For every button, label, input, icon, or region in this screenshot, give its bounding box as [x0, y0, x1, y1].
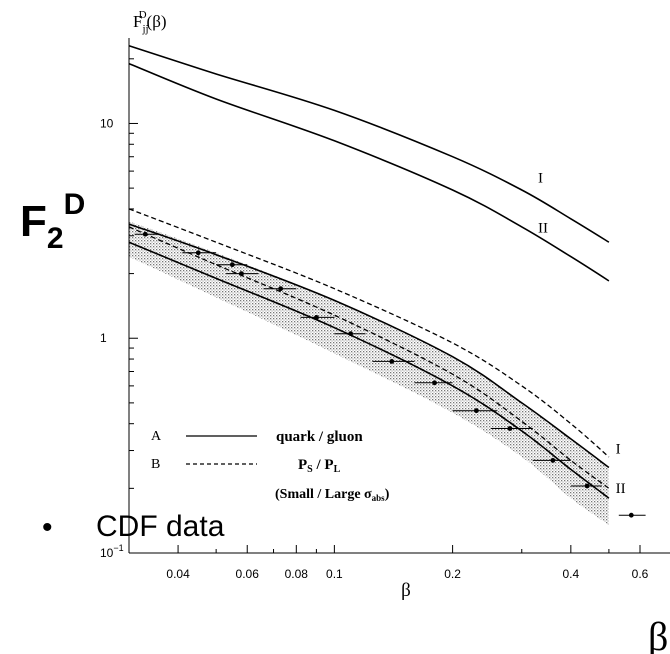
legend-key-a: A [151, 429, 162, 444]
data-point [134, 231, 161, 237]
legend: A quark / gluon B PS / PL (Small / Large… [151, 429, 390, 503]
beta-overlay: β [648, 614, 668, 654]
data-marker [628, 512, 634, 518]
curve-label: II [538, 221, 548, 237]
data-point [263, 286, 297, 292]
cdf-data-points [134, 231, 646, 518]
curve-2-solid [128, 62, 610, 282]
legend-note-sub: abs [372, 493, 386, 503]
x-tick-label: 0.6 [632, 567, 649, 581]
data-marker [142, 231, 148, 237]
y-tick-label: 10−1 [100, 543, 124, 560]
legend-label-b-sub2: L [334, 464, 341, 475]
curve-3-dashed [128, 208, 610, 458]
f2d-heading: F2D [20, 188, 85, 255]
data-marker [389, 359, 395, 364]
legend-label-b: PS / PL [298, 457, 341, 475]
legend-label-b-sub1: S [307, 464, 313, 475]
data-marker [195, 250, 201, 256]
cdf-data-label: CDF data [96, 510, 225, 543]
legend-note-suffix: ) [385, 487, 390, 502]
legend-key-b: B [151, 457, 160, 472]
curve-label: I [616, 442, 621, 458]
y-axis-title: FjjD(β) [133, 9, 167, 35]
curve-1-solid [128, 45, 610, 243]
f2d-heading-sub: 2 [47, 222, 64, 255]
data-point [300, 315, 335, 320]
data-point [334, 331, 366, 337]
legend-note: (Small / Large σabs) [275, 487, 390, 503]
x-tick-label: 0.4 [562, 567, 579, 581]
data-marker [474, 408, 479, 414]
legend-label-b-mid: / P [313, 457, 334, 473]
cdf-bullet: • [42, 511, 53, 544]
y-axis-title-sub: jj [141, 23, 148, 35]
data-marker [348, 331, 353, 337]
data-point [618, 512, 646, 518]
uncertainty-band [129, 221, 609, 525]
data-point [570, 483, 602, 489]
x-ticks: 0.04 0.06 0.08 0.1 0.2 0.4 0.6 [128, 545, 649, 581]
f2d-heading-sup: D [64, 188, 86, 221]
data-point [226, 271, 259, 276]
y-ticks: 10−1 1 10 [100, 58, 138, 560]
x-tick-label: 0.04 [166, 567, 190, 581]
data-marker [584, 483, 590, 489]
data-marker [432, 380, 437, 386]
x-tick-label: 0.2 [444, 567, 461, 581]
x-axis-title: β [401, 580, 411, 601]
x-tick-label: 0.08 [285, 567, 309, 581]
data-marker [507, 426, 513, 431]
data-point [490, 426, 533, 431]
y-axis-title-sup: D [139, 9, 147, 21]
data-marker [550, 458, 556, 463]
curve-4-solid [128, 223, 610, 469]
x-tick-label: 0.1 [326, 567, 343, 581]
data-point [532, 458, 571, 463]
legend-label-a: quark / gluon [276, 429, 363, 445]
y-tick-label: 1 [100, 331, 107, 345]
data-point [182, 250, 217, 256]
curve-6-solid [128, 241, 610, 499]
data-point [452, 408, 498, 414]
data-marker [239, 271, 244, 276]
data-point [372, 359, 415, 364]
data-marker [314, 315, 319, 320]
data-marker [278, 286, 284, 292]
curves [128, 45, 610, 499]
data-marker [230, 262, 235, 268]
data-point [414, 380, 453, 386]
y-axis-title-arg: (β) [147, 12, 167, 31]
data-point [216, 262, 248, 268]
x-tick-label: 0.06 [236, 567, 260, 581]
curve-label: II [616, 481, 626, 497]
curve-label: I [538, 171, 543, 187]
y-tick-label: 10 [100, 116, 114, 130]
